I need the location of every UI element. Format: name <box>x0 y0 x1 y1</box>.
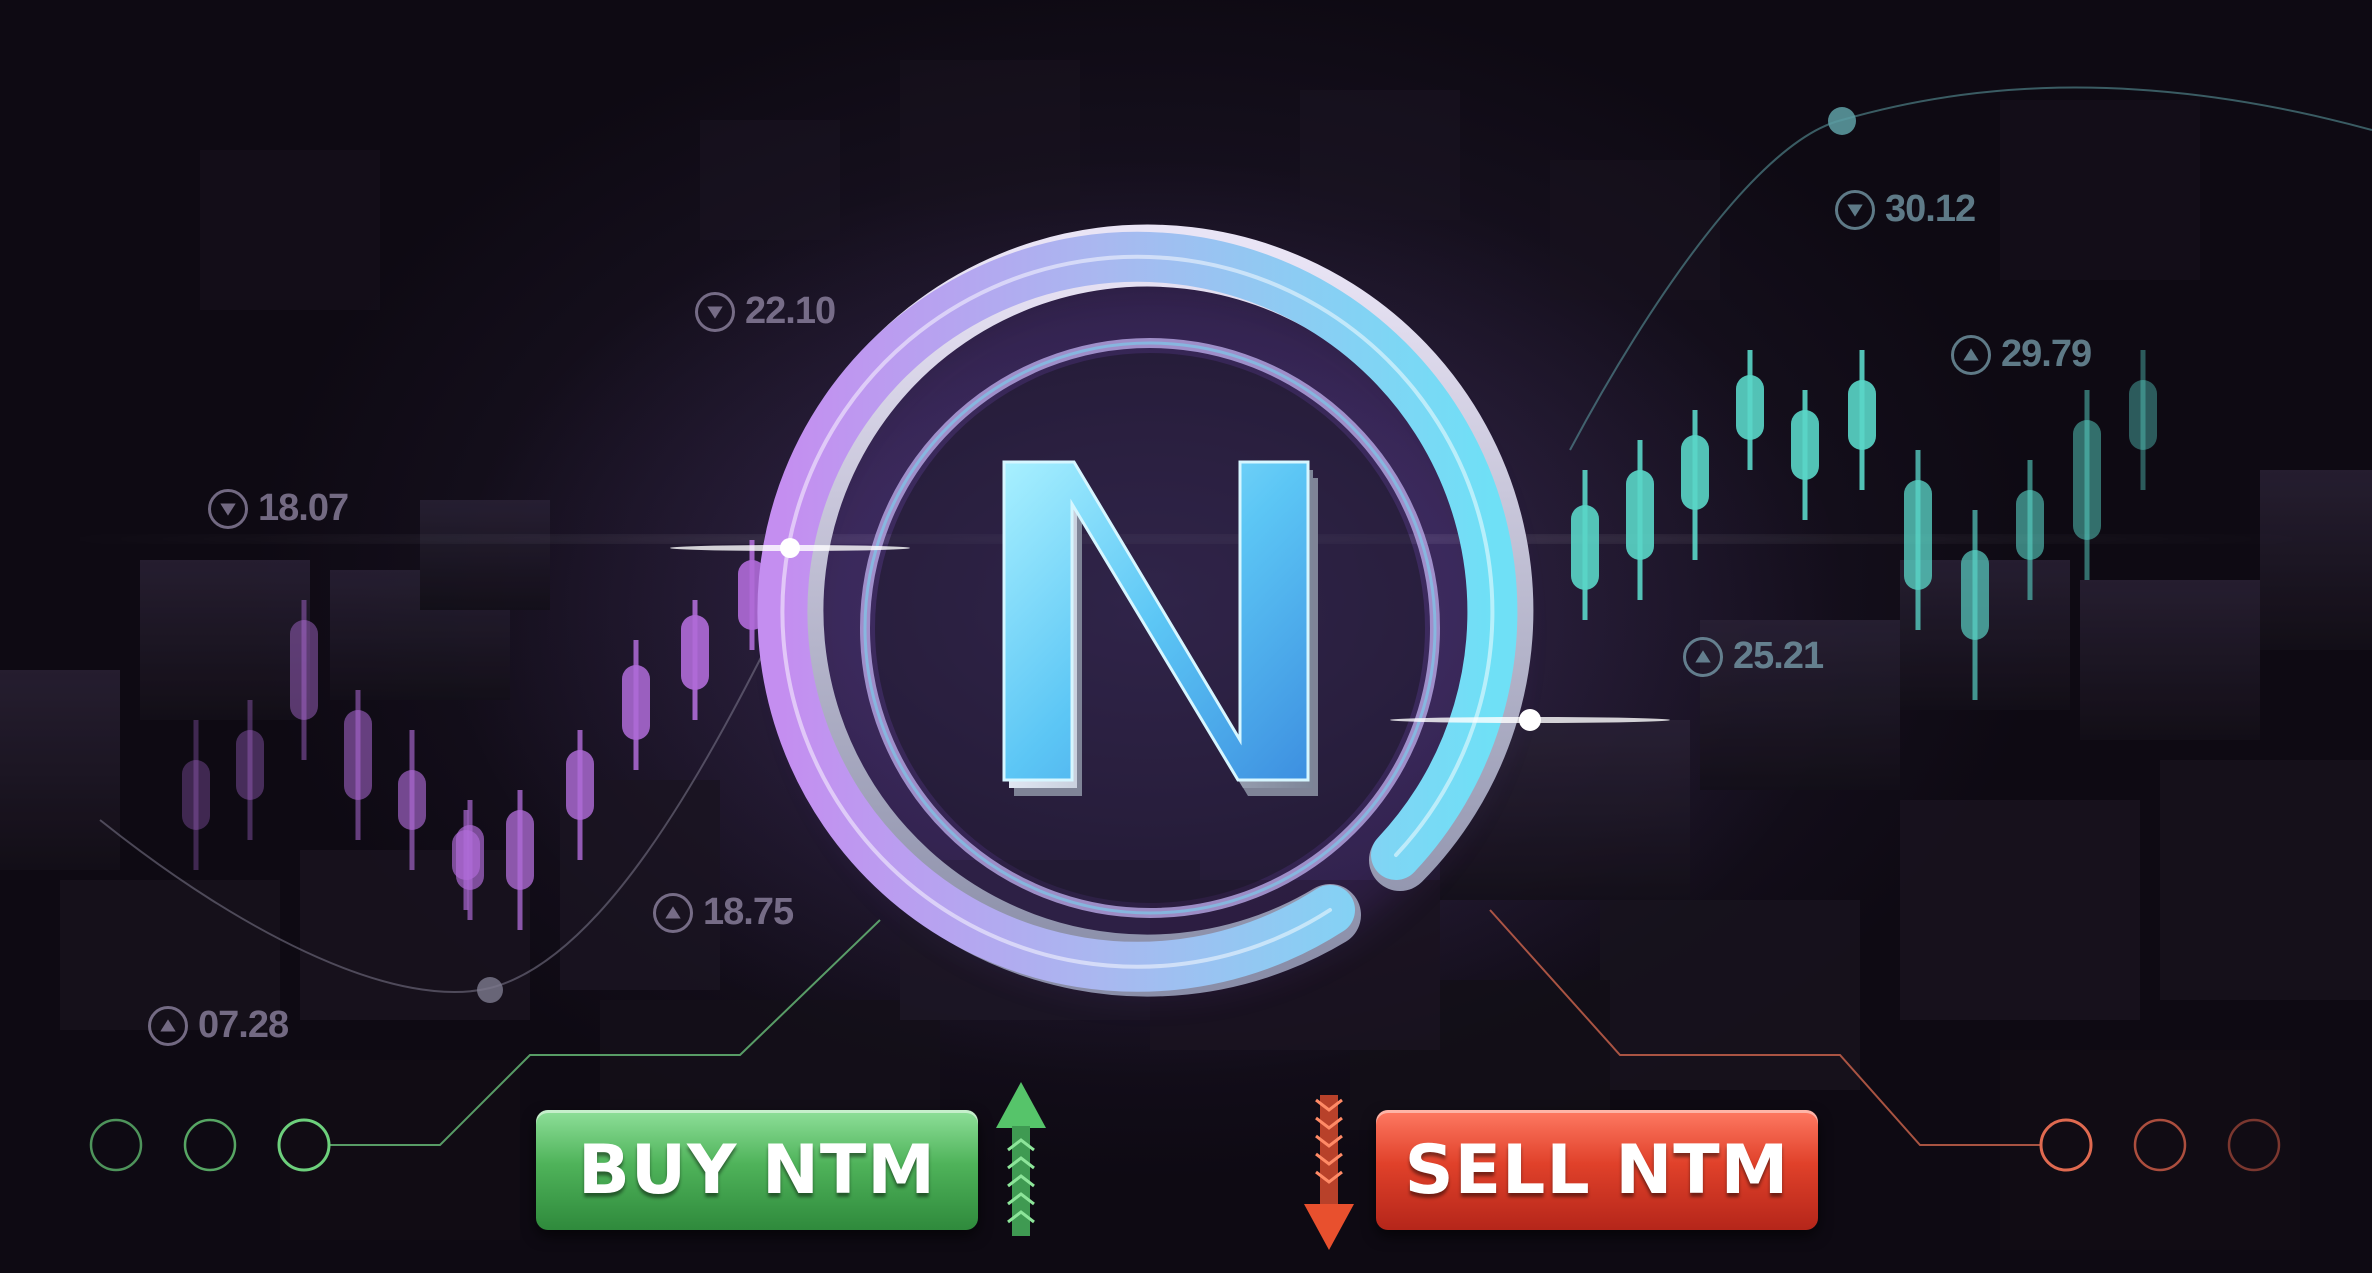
candle-body <box>290 620 318 720</box>
price-value: 22.10 <box>745 290 836 332</box>
triangle-down-icon <box>1835 189 1875 230</box>
candle-body <box>398 770 426 830</box>
candle-body <box>1791 410 1819 480</box>
candle-body <box>344 710 372 800</box>
candle-body <box>1848 380 1876 450</box>
triangle-up-icon <box>653 892 693 933</box>
price-value: 29.79 <box>2001 333 2092 375</box>
indicator-dot <box>2227 1118 2281 1172</box>
down-arrow-icon <box>1304 1095 1354 1250</box>
triangle-up-icon <box>1683 636 1723 677</box>
candle-body <box>2073 420 2101 540</box>
price-label: 18.75 <box>653 891 794 934</box>
candle-body <box>1736 375 1764 440</box>
price-label: 29.79 <box>1951 333 2092 376</box>
candle-body <box>622 665 650 740</box>
sell-button[interactable]: SELL NTM <box>1376 1110 1818 1230</box>
triangle-down-icon <box>695 291 735 332</box>
price-label: 25.21 <box>1683 635 1824 678</box>
price-label: 30.12 <box>1835 188 1976 231</box>
candle-body <box>182 760 210 830</box>
candle-body <box>681 615 709 690</box>
buy-button[interactable]: BUY NTM <box>536 1110 978 1230</box>
candle-body <box>456 825 484 890</box>
candle-body <box>1626 470 1654 560</box>
candle-body <box>2016 490 2044 560</box>
candle-body <box>1681 435 1709 510</box>
candle-body <box>566 750 594 820</box>
indicator-dot <box>2133 1118 2187 1172</box>
indicator-dot <box>183 1118 237 1172</box>
price-value: 30.12 <box>1885 188 1976 230</box>
candle-body <box>1961 550 1989 640</box>
price-value: 25.21 <box>1733 635 1824 677</box>
indicator-dot <box>2039 1118 2093 1172</box>
candle-body <box>236 730 264 800</box>
price-value: 07.28 <box>198 1004 289 1046</box>
candle-body <box>2129 380 2157 450</box>
candle-body <box>1904 480 1932 590</box>
candle-body <box>506 810 534 890</box>
price-label: 18.07 <box>208 487 349 530</box>
candle-body <box>1571 505 1599 590</box>
up-arrow-icon <box>996 1082 1046 1236</box>
price-label: 07.28 <box>148 1004 289 1047</box>
price-value: 18.75 <box>703 891 794 933</box>
n-circle-logo <box>670 224 1670 997</box>
indicator-dot <box>89 1118 143 1172</box>
price-value: 18.07 <box>258 487 349 529</box>
price-label: 22.10 <box>695 290 836 333</box>
triangle-up-icon <box>1951 334 1991 375</box>
indicator-dot <box>277 1118 331 1172</box>
teal-candlestick-chart <box>1571 350 2157 700</box>
purple-candlestick-chart <box>182 540 766 930</box>
triangle-up-icon <box>148 1005 188 1046</box>
triangle-down-icon <box>208 488 248 529</box>
